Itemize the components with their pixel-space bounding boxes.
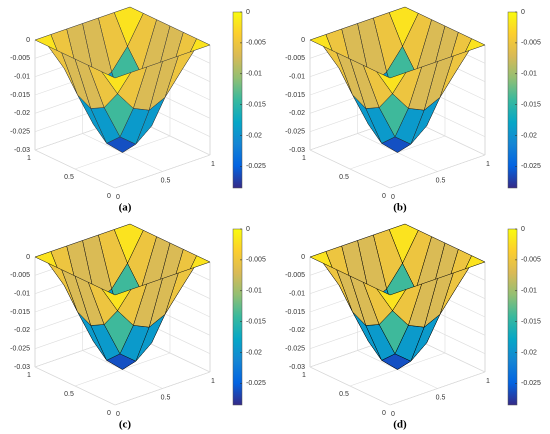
- z-tick-label: -0.03: [289, 364, 305, 371]
- colorbar-tick-label: -0.01: [246, 71, 262, 78]
- y-tick-label: 0.5: [64, 391, 74, 398]
- panel-label: (c): [119, 419, 132, 431]
- z-tick-label: -0.015: [285, 92, 305, 99]
- z-tick-label: -0.01: [289, 291, 305, 298]
- z-tick-label: -0.005: [285, 55, 305, 62]
- y-tick-label: 0: [107, 410, 111, 417]
- surface-patch: [101, 71, 132, 94]
- colorbar-tick-label: -0.025: [521, 163, 541, 170]
- z-tick-label: -0.005: [285, 272, 305, 279]
- colorbar: [507, 228, 518, 406]
- colorbar-tick-label: 0: [521, 9, 525, 16]
- colorbar: [232, 11, 243, 189]
- colorbar-tick-label: -0.02: [521, 132, 537, 139]
- colorbar-tick-label: -0.015: [246, 101, 266, 108]
- y-tick-label: 1: [27, 155, 31, 162]
- colorbar-tick-label: -0.01: [521, 71, 537, 78]
- z-tick-label: -0.02: [14, 110, 30, 117]
- x-tick-label: 1: [211, 161, 215, 168]
- z-tick-label: 0: [26, 37, 30, 44]
- z-tick-label: 0: [301, 37, 305, 44]
- panel: 0 -0.005 -0.01 -0.015 -0.02 -0.025 -0.03 0 0.5 1 0…: [10, 6, 266, 214]
- y-tick-label: 1: [302, 155, 306, 162]
- y-tick-label: 0: [107, 193, 111, 200]
- x-tick-label: 0.5: [161, 177, 171, 184]
- colorbar-tick-label: -0.005: [246, 40, 266, 47]
- z-tick-label: -0.01: [289, 74, 305, 81]
- z-tick-label: -0.025: [285, 129, 305, 136]
- z-tick-label: -0.005: [10, 55, 30, 62]
- x-tick-label: 1: [211, 378, 215, 385]
- z-tick-label: -0.015: [10, 92, 30, 99]
- panel: 0 -0.005 -0.01 -0.015 -0.02 -0.025 -0.03 0 0.5 1 0…: [10, 223, 266, 431]
- colorbar-tick-label: -0.025: [521, 380, 541, 387]
- colorbar: [507, 11, 518, 189]
- colorbar-tick-label: -0.015: [521, 101, 541, 108]
- z-tick-label: 0: [301, 254, 305, 261]
- z-tick-label: -0.015: [285, 309, 305, 316]
- colorbar: [232, 228, 243, 406]
- colorbar-tick-label: -0.01: [246, 288, 262, 295]
- y-tick-label: 1: [27, 372, 31, 379]
- colorbar-tick-label: -0.02: [246, 349, 262, 356]
- y-tick-label: 0: [382, 410, 386, 417]
- y-tick-label: 0: [382, 193, 386, 200]
- colorbar-tick-label: 0: [246, 9, 250, 16]
- z-tick-label: -0.025: [285, 346, 305, 353]
- colorbar-tick-label: 0: [521, 226, 525, 233]
- z-tick-label: -0.03: [289, 147, 305, 154]
- colorbar-tick-label: -0.02: [521, 349, 537, 356]
- x-tick-label: 1: [486, 378, 490, 385]
- colorbar-tick-label: -0.025: [246, 380, 266, 387]
- panel: 0 -0.005 -0.01 -0.015 -0.02 -0.025 -0.03 0 0.5 1 0…: [285, 6, 541, 214]
- x-tick-label: 0: [116, 194, 120, 201]
- panel-label: (a): [119, 202, 132, 214]
- colorbar-tick-label: -0.015: [246, 318, 266, 325]
- z-tick-label: -0.03: [14, 364, 30, 371]
- colorbar-tick-label: 0: [246, 226, 250, 233]
- z-tick-label: -0.02: [289, 327, 305, 334]
- z-tick-label: -0.02: [289, 110, 305, 117]
- y-tick-label: 0.5: [339, 391, 349, 398]
- colorbar-tick-label: -0.01: [521, 288, 537, 295]
- y-grid-line: [114, 371, 211, 406]
- x-tick-label: 0: [391, 411, 395, 418]
- x-tick-label: 0: [116, 411, 120, 418]
- z-tick-label: -0.015: [10, 309, 30, 316]
- colorbar-tick-label: -0.005: [521, 40, 541, 47]
- y-tick-label: 0.5: [339, 174, 349, 181]
- x-tick-label: 0.5: [436, 177, 446, 184]
- z-tick-label: -0.025: [10, 129, 30, 136]
- z-tick-label: -0.01: [14, 74, 30, 81]
- colorbar-tick-label: -0.02: [246, 132, 262, 139]
- colorbar-tick-label: -0.005: [246, 257, 266, 264]
- z-tick-label: -0.025: [10, 346, 30, 353]
- x-tick-label: 1: [486, 161, 490, 168]
- surface-patch: [376, 288, 407, 311]
- y-grid-line: [389, 371, 486, 406]
- y-grid-line: [389, 154, 486, 189]
- x-tick-label: 0.5: [161, 394, 171, 401]
- z-tick-label: -0.02: [14, 327, 30, 334]
- x-tick-label: 0: [391, 194, 395, 201]
- y-tick-label: 1: [302, 372, 306, 379]
- z-tick-label: -0.01: [14, 291, 30, 298]
- panel-label: (b): [393, 202, 407, 214]
- colorbar-tick-label: -0.015: [521, 318, 541, 325]
- x-tick-label: 0.5: [436, 394, 446, 401]
- colorbar-tick-label: -0.005: [521, 257, 541, 264]
- y-tick-label: 0.5: [64, 174, 74, 181]
- surface-patch: [376, 71, 407, 94]
- panel-label: (d): [393, 419, 407, 431]
- z-tick-label: 0: [26, 254, 30, 261]
- surface-patch: [101, 288, 132, 311]
- z-tick-label: -0.03: [14, 147, 30, 154]
- panel: 0 -0.005 -0.01 -0.015 -0.02 -0.025 -0.03 0 0.5 1 0…: [285, 223, 541, 431]
- z-tick-label: -0.005: [10, 272, 30, 279]
- colorbar-tick-label: -0.025: [246, 163, 266, 170]
- y-grid-line: [114, 154, 211, 189]
